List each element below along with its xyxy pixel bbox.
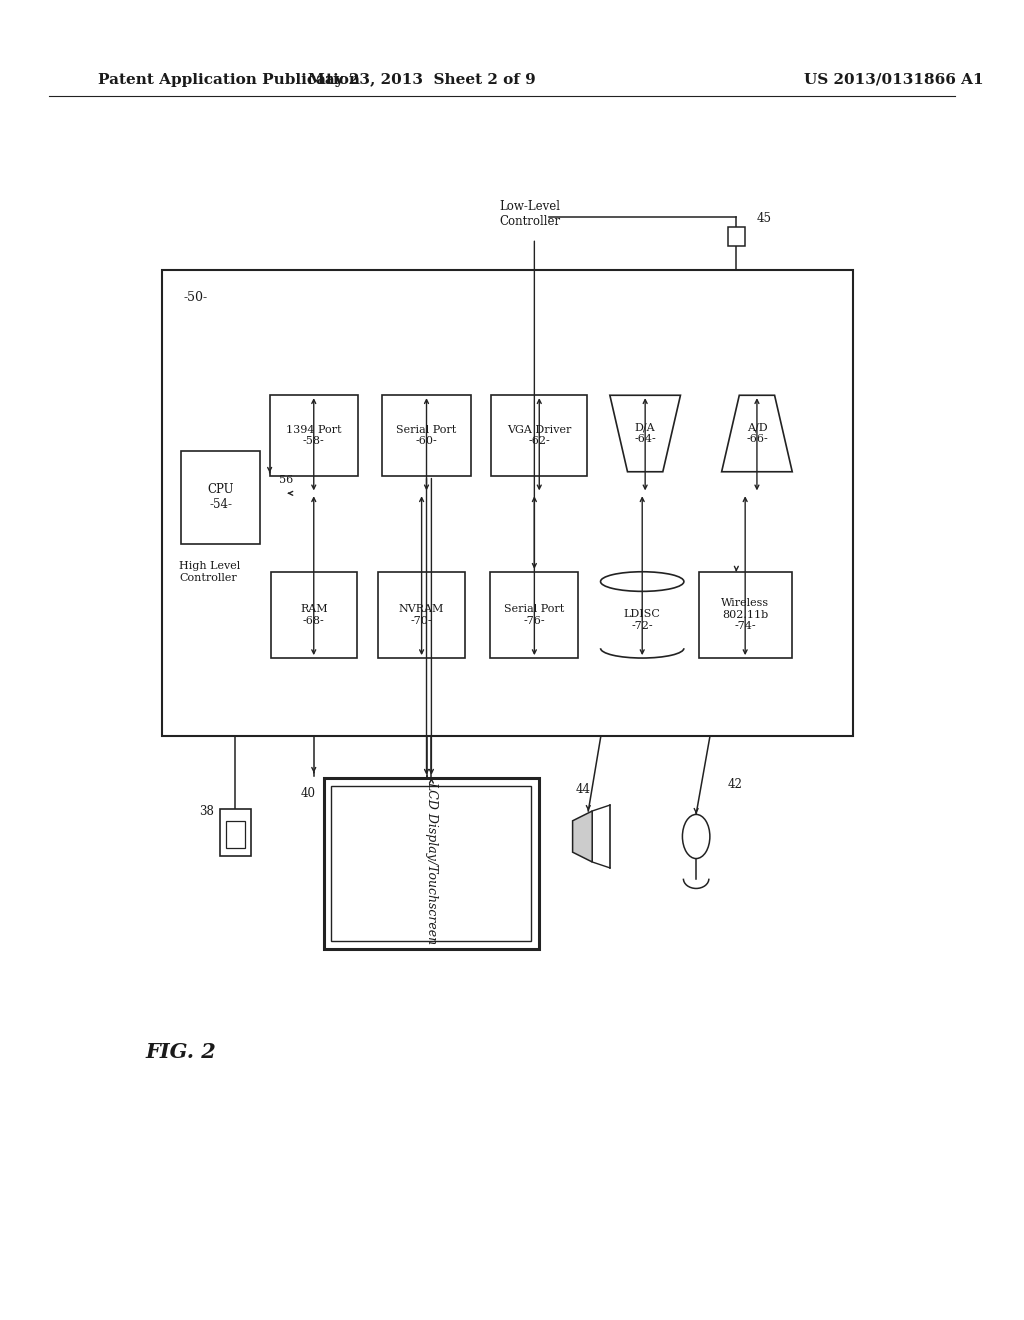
Text: 45: 45 (757, 213, 772, 224)
Text: Patent Application Publication: Patent Application Publication (98, 73, 360, 87)
Bar (324, 777, 540, 949)
Text: Serial Port
-76-: Serial Port -76- (504, 605, 564, 626)
Bar (492, 395, 588, 475)
Text: CPU
-54-: CPU -54- (207, 483, 233, 511)
Polygon shape (610, 395, 681, 471)
Bar (379, 572, 465, 659)
Text: 42: 42 (727, 777, 742, 791)
Text: May 23, 2013  Sheet 2 of 9: May 23, 2013 Sheet 2 of 9 (308, 73, 536, 87)
Bar (490, 572, 579, 659)
Text: 38: 38 (199, 805, 214, 818)
Bar (181, 451, 260, 544)
Bar (162, 269, 853, 737)
Text: NVRAM
-70-: NVRAM -70- (399, 605, 444, 626)
Bar (699, 572, 793, 659)
Bar (601, 582, 684, 648)
Text: 40: 40 (301, 788, 315, 800)
Polygon shape (572, 810, 592, 862)
Text: High Level
Controller: High Level Controller (179, 561, 241, 582)
Text: RAM
-68-: RAM -68- (300, 605, 328, 626)
Text: US 2013/0131866 A1: US 2013/0131866 A1 (804, 73, 984, 87)
Text: D/A
-64-: D/A -64- (634, 422, 656, 445)
Text: A/D
-66-: A/D -66- (746, 422, 768, 445)
Text: LDISC
-72-: LDISC -72- (624, 609, 660, 631)
Text: VGA Driver
-62-: VGA Driver -62- (507, 425, 571, 446)
Text: Serial Port
-60-: Serial Port -60- (396, 425, 457, 446)
Bar (332, 785, 531, 941)
Ellipse shape (600, 572, 684, 591)
Bar (269, 395, 357, 475)
Text: FIG. 2: FIG. 2 (145, 1043, 216, 1063)
Text: LCD Display/Touchscreen: LCD Display/Touchscreen (425, 781, 438, 945)
Bar (270, 572, 357, 659)
Bar (219, 809, 251, 857)
Text: Low-Level
Controller: Low-Level Controller (499, 199, 560, 228)
Text: 1394 Port
-58-: 1394 Port -58- (286, 425, 342, 446)
Polygon shape (722, 395, 793, 471)
Ellipse shape (682, 814, 710, 858)
Bar (382, 395, 471, 475)
Text: -50-: -50- (183, 292, 208, 305)
Text: 56: 56 (280, 475, 294, 484)
Bar (727, 227, 745, 247)
Bar (225, 821, 245, 849)
Text: 44: 44 (575, 783, 591, 796)
Text: Wireless
802.11b
-74-: Wireless 802.11b -74- (721, 598, 769, 631)
